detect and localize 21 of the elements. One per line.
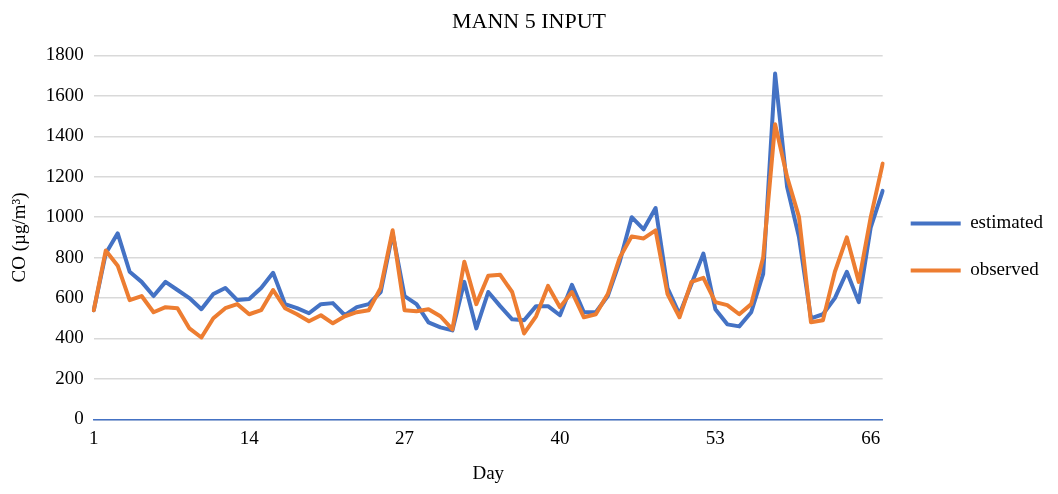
x-tick-label: 40 (550, 426, 570, 448)
legend-label: estimated (970, 211, 1044, 233)
y-tick-label: 1200 (45, 164, 84, 186)
y-tick-label: 1800 (45, 43, 84, 65)
y-tick-label: 1600 (45, 83, 84, 105)
y-tick-label: 800 (55, 245, 84, 267)
y-tick-label: 400 (55, 326, 84, 348)
x-tick-label: 14 (239, 426, 260, 448)
x-tick-label: 1 (89, 426, 99, 448)
y-tick-label: 0 (74, 407, 84, 429)
x-tick-label: 27 (395, 426, 415, 448)
x-tick-label: 66 (861, 426, 881, 448)
chart-title: MANN 5 INPUT (452, 7, 607, 33)
y-tick-label: 600 (55, 286, 84, 308)
y-tick-label: 1000 (45, 205, 84, 227)
x-axis-title: Day (472, 461, 505, 483)
y-tick-label: 200 (55, 366, 84, 388)
y-axis-title: CO (µg/m³) (8, 192, 31, 283)
x-tick-label: 53 (705, 426, 725, 448)
legend-label: observed (970, 258, 1040, 280)
y-tick-label: 1400 (45, 124, 84, 146)
